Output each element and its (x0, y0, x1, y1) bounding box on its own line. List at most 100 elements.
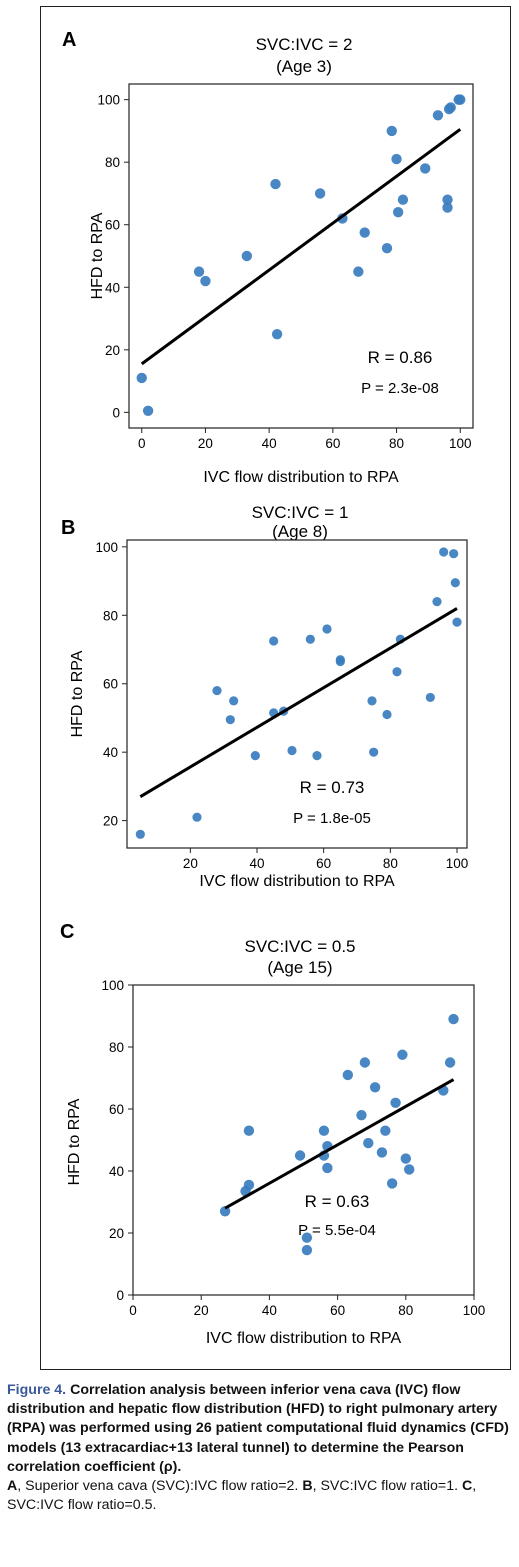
x-tick-label: 20 (183, 856, 198, 871)
correlation-r-label: R = 0.73 (300, 778, 365, 797)
x-tick-label: 20 (198, 436, 213, 451)
y-tick-label: 60 (109, 1102, 124, 1117)
x-tick-label: 80 (383, 856, 398, 871)
regression-line (224, 1078, 455, 1210)
x-tick-label: 80 (398, 1303, 413, 1318)
y-tick-label: 60 (105, 218, 120, 233)
data-point (229, 696, 239, 706)
data-point (136, 372, 147, 384)
correlation-r-label: R = 0.86 (368, 348, 433, 367)
x-tick-label: 40 (262, 1303, 277, 1318)
data-point (386, 125, 397, 137)
x-tick-label: 80 (389, 436, 404, 451)
x-tick-label: 100 (463, 1303, 486, 1318)
data-point (192, 812, 202, 822)
y-tick-label: 0 (112, 405, 120, 420)
x-tick-label: 60 (330, 1303, 345, 1318)
data-point (135, 829, 145, 839)
data-point (314, 188, 326, 199)
y-tick-label: 100 (97, 93, 120, 108)
data-point (342, 1069, 354, 1081)
data-point (397, 1049, 408, 1060)
chart-a: A SVC:IVC = 2 (Age 3) 0 20 40 60 80 100 0 20 40 60 80… (62, 29, 474, 486)
data-point (444, 1057, 456, 1068)
y-tick-label: 80 (109, 1040, 124, 1055)
panel-label: A (62, 29, 76, 51)
caption-title: Correlation analysis between inferior ve… (7, 1382, 509, 1475)
data-point (356, 1110, 367, 1121)
x-axis-label: IVC flow distribution to RPA (199, 873, 395, 890)
regression-line (139, 607, 458, 798)
x-axis-label: IVC flow distribution to RPA (206, 1330, 402, 1347)
data-point (241, 250, 253, 262)
y-tick-label: 80 (103, 608, 118, 623)
data-point (376, 1147, 388, 1158)
data-point (400, 1153, 411, 1164)
caption-text-a: , Superior vena cava (SVC):IVC flow rati… (17, 1478, 303, 1495)
p-value-label: P = 2.3e-08 (361, 380, 439, 397)
panel-b: B SVC:IVC = 1 (Age 8) 20 40 60 80 100 20 40 60 80 10… (0, 495, 519, 905)
data-point (439, 547, 449, 557)
chart-title: SVC:IVC = 2 (256, 35, 353, 54)
data-point (420, 163, 431, 174)
caption-label-a: A (7, 1478, 18, 1495)
data-point (452, 617, 462, 627)
y-tick-label: 100 (101, 978, 124, 993)
chart-subtitle: (Age 8) (272, 522, 328, 541)
data-point (442, 202, 453, 213)
data-point (404, 1164, 415, 1175)
caption-label-c: C (461, 1478, 473, 1495)
figure-caption: Figure 4. Correlation analysis between i… (7, 1381, 513, 1515)
data-point (386, 1178, 398, 1189)
data-point (287, 745, 297, 756)
data-point (392, 207, 404, 218)
data-point (425, 692, 435, 703)
caption-body: A, Superior vena cava (SVC):IVC flow rat… (7, 1477, 513, 1515)
data-point (455, 94, 466, 105)
figure-frame (40, 6, 511, 1370)
chart-c: C SVC:IVC = 0.5 (Age 15) 0 20 40 60 80 100 0 20 40 6… (60, 921, 486, 1347)
data-point (392, 667, 402, 677)
data-point (305, 634, 315, 644)
correlation-r-label: R = 0.63 (305, 1192, 370, 1211)
caption-text-c: , SVC:IVC flow ratio=0.5. (7, 1478, 477, 1514)
data-point (243, 1125, 255, 1136)
data-point (390, 1097, 401, 1108)
y-tick-label: 40 (103, 745, 118, 760)
caption-label-b: B (302, 1478, 313, 1495)
x-tick-label: 100 (446, 856, 469, 871)
data-point (271, 328, 283, 340)
data-point (359, 1057, 371, 1068)
y-tick-label: 20 (105, 343, 120, 358)
regression-line (140, 128, 462, 366)
data-point (269, 636, 279, 646)
y-axis-label: HFD to RPA (69, 650, 86, 737)
data-point (301, 1232, 313, 1243)
chart-title: SVC:IVC = 1 (252, 503, 349, 522)
y-tick-label: 20 (103, 814, 118, 829)
data-point (397, 194, 409, 205)
data-point (243, 1179, 255, 1191)
y-tick-label: 0 (116, 1288, 124, 1303)
data-point (382, 709, 392, 720)
data-point (193, 266, 205, 277)
chart-subtitle: (Age 3) (276, 57, 332, 76)
data-point (250, 751, 260, 761)
caption-text-b: , SVC:IVC flow ratio=1. (312, 1478, 462, 1495)
data-point (359, 227, 370, 238)
x-tick-label: 0 (138, 436, 146, 451)
x-tick-label: 0 (129, 1303, 137, 1318)
data-point (367, 696, 377, 706)
p-value-label: P = 1.8e-05 (293, 810, 371, 827)
y-axis-label: HFD to RPA (66, 1098, 83, 1185)
data-point (322, 624, 332, 634)
x-tick-label: 60 (325, 436, 340, 451)
data-point (369, 747, 379, 757)
data-point (270, 178, 281, 190)
x-tick-label: 100 (449, 436, 472, 451)
data-point (142, 405, 154, 416)
data-point (225, 715, 235, 725)
data-point (448, 1013, 459, 1025)
data-point (380, 1125, 391, 1136)
y-axis-label: HFD to RPA (89, 212, 106, 299)
